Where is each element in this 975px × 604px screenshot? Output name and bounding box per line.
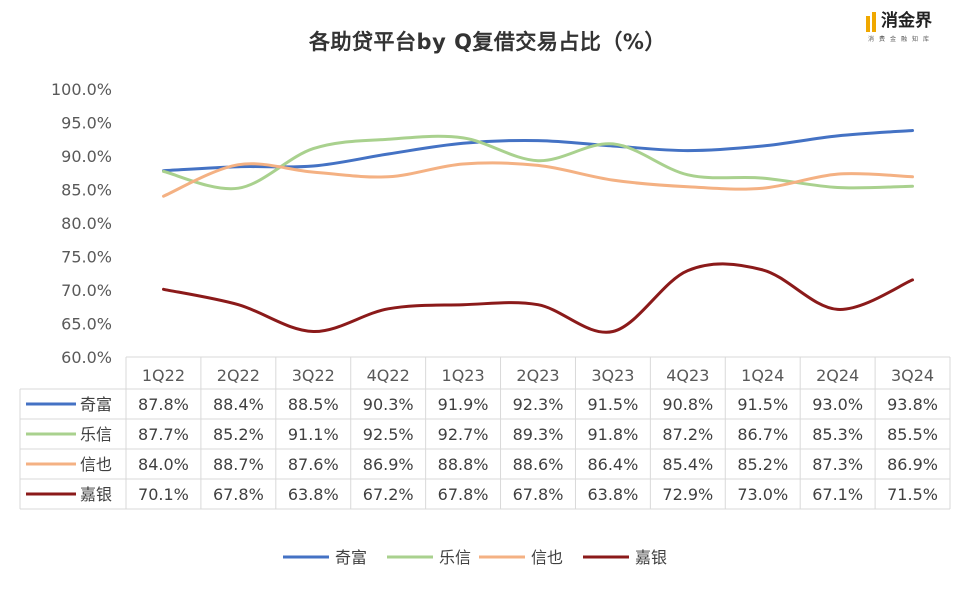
series-line-信也	[162, 161, 914, 198]
table-cell-value: 63.8%	[587, 485, 638, 504]
y-tick-label: 95.0%	[61, 114, 112, 133]
x-tick-label: 1Q23	[442, 366, 485, 385]
table-series-name: 嘉银	[80, 485, 112, 504]
x-tick-label: 2Q23	[516, 366, 559, 385]
table-cell-value: 67.1%	[812, 485, 863, 504]
table-cell-value: 92.5%	[363, 425, 414, 444]
table-cell-value: 91.5%	[587, 395, 638, 414]
table-cell-value: 90.8%	[662, 395, 713, 414]
table-cell-value: 85.2%	[737, 455, 788, 474]
x-tick-label: 3Q23	[591, 366, 634, 385]
table-series-name: 乐信	[80, 425, 112, 444]
series-line-嘉银	[162, 262, 914, 334]
table-cell-value: 88.4%	[213, 395, 264, 414]
table-cell-value: 87.3%	[812, 455, 863, 474]
logo-mark-icon	[866, 12, 879, 32]
table-cell-value: 91.9%	[438, 395, 489, 414]
chart-title: 各助贷平台by Q复借交易占比（%）	[309, 30, 666, 54]
series-line-乐信	[162, 134, 914, 191]
y-tick-label: 60.0%	[61, 348, 112, 367]
table-cell-value: 87.8%	[138, 395, 189, 414]
table-series-name: 奇富	[80, 395, 112, 414]
legend-label: 乐信	[439, 548, 471, 567]
table-cell-value: 87.2%	[662, 425, 713, 444]
table-cell-value: 90.3%	[363, 395, 414, 414]
x-tick-label: 3Q24	[891, 366, 934, 385]
table-cell-value: 91.5%	[737, 395, 788, 414]
table-cell-value: 87.7%	[138, 425, 189, 444]
x-tick-label: 2Q24	[816, 366, 859, 385]
table-cell-value: 86.7%	[737, 425, 788, 444]
table-cell-value: 67.2%	[363, 485, 414, 504]
table-cell-value: 93.8%	[887, 395, 938, 414]
y-tick-label: 80.0%	[61, 214, 112, 233]
y-tick-label: 85.0%	[61, 181, 112, 200]
logo-brand-text: 消金界	[881, 11, 932, 31]
table-cell-value: 73.0%	[737, 485, 788, 504]
table-cell-value: 85.2%	[213, 425, 264, 444]
table-cell-value: 91.1%	[288, 425, 339, 444]
table-cell-value: 86.9%	[887, 455, 938, 474]
table-cell-value: 91.8%	[587, 425, 638, 444]
table-cell-value: 92.7%	[438, 425, 489, 444]
table-cell-value: 70.1%	[138, 485, 189, 504]
table-cell-value: 88.7%	[213, 455, 264, 474]
legend-label: 奇富	[335, 548, 367, 567]
table-cell-value: 88.6%	[513, 455, 564, 474]
table-cell-value: 85.4%	[662, 455, 713, 474]
table-cell-value: 85.5%	[887, 425, 938, 444]
y-tick-label: 75.0%	[61, 248, 112, 267]
table-cell-value: 87.6%	[288, 455, 339, 474]
brand-logo: 消金界 消费金融知库	[866, 10, 966, 46]
table-cell-value: 67.8%	[213, 485, 264, 504]
x-tick-label: 4Q22	[367, 366, 410, 385]
y-tick-label: 70.0%	[61, 281, 112, 300]
y-tick-label: 65.0%	[61, 315, 112, 334]
table-cell-value: 72.9%	[662, 485, 713, 504]
x-tick-label: 4Q23	[666, 366, 709, 385]
table-cell-value: 85.3%	[812, 425, 863, 444]
table-cell-value: 63.8%	[288, 485, 339, 504]
logo-sub-text: 消费金融知库	[868, 36, 935, 43]
table-cell-value: 71.5%	[887, 485, 938, 504]
table-cell-value: 67.8%	[438, 485, 489, 504]
table-cell-value: 86.4%	[587, 455, 638, 474]
table-cell-value: 88.5%	[288, 395, 339, 414]
legend-label: 信也	[531, 548, 563, 567]
table-cell-value: 93.0%	[812, 395, 863, 414]
x-tick-label: 1Q22	[142, 366, 185, 385]
y-tick-label: 90.0%	[61, 147, 112, 166]
table-series-name: 信也	[80, 455, 112, 474]
table-cell-value: 88.8%	[438, 455, 489, 474]
y-tick-label: 100.0%	[51, 80, 112, 99]
x-tick-label: 1Q24	[741, 366, 784, 385]
legend-label: 嘉银	[635, 548, 667, 567]
table-cell-value: 84.0%	[138, 455, 189, 474]
x-tick-label: 2Q22	[217, 366, 260, 385]
table-cell-value: 92.3%	[513, 395, 564, 414]
table-cell-value: 67.8%	[513, 485, 564, 504]
x-tick-label: 3Q22	[292, 366, 335, 385]
series-line-奇富	[162, 129, 914, 173]
table-cell-value: 86.9%	[363, 455, 414, 474]
table-cell-value: 89.3%	[513, 425, 564, 444]
